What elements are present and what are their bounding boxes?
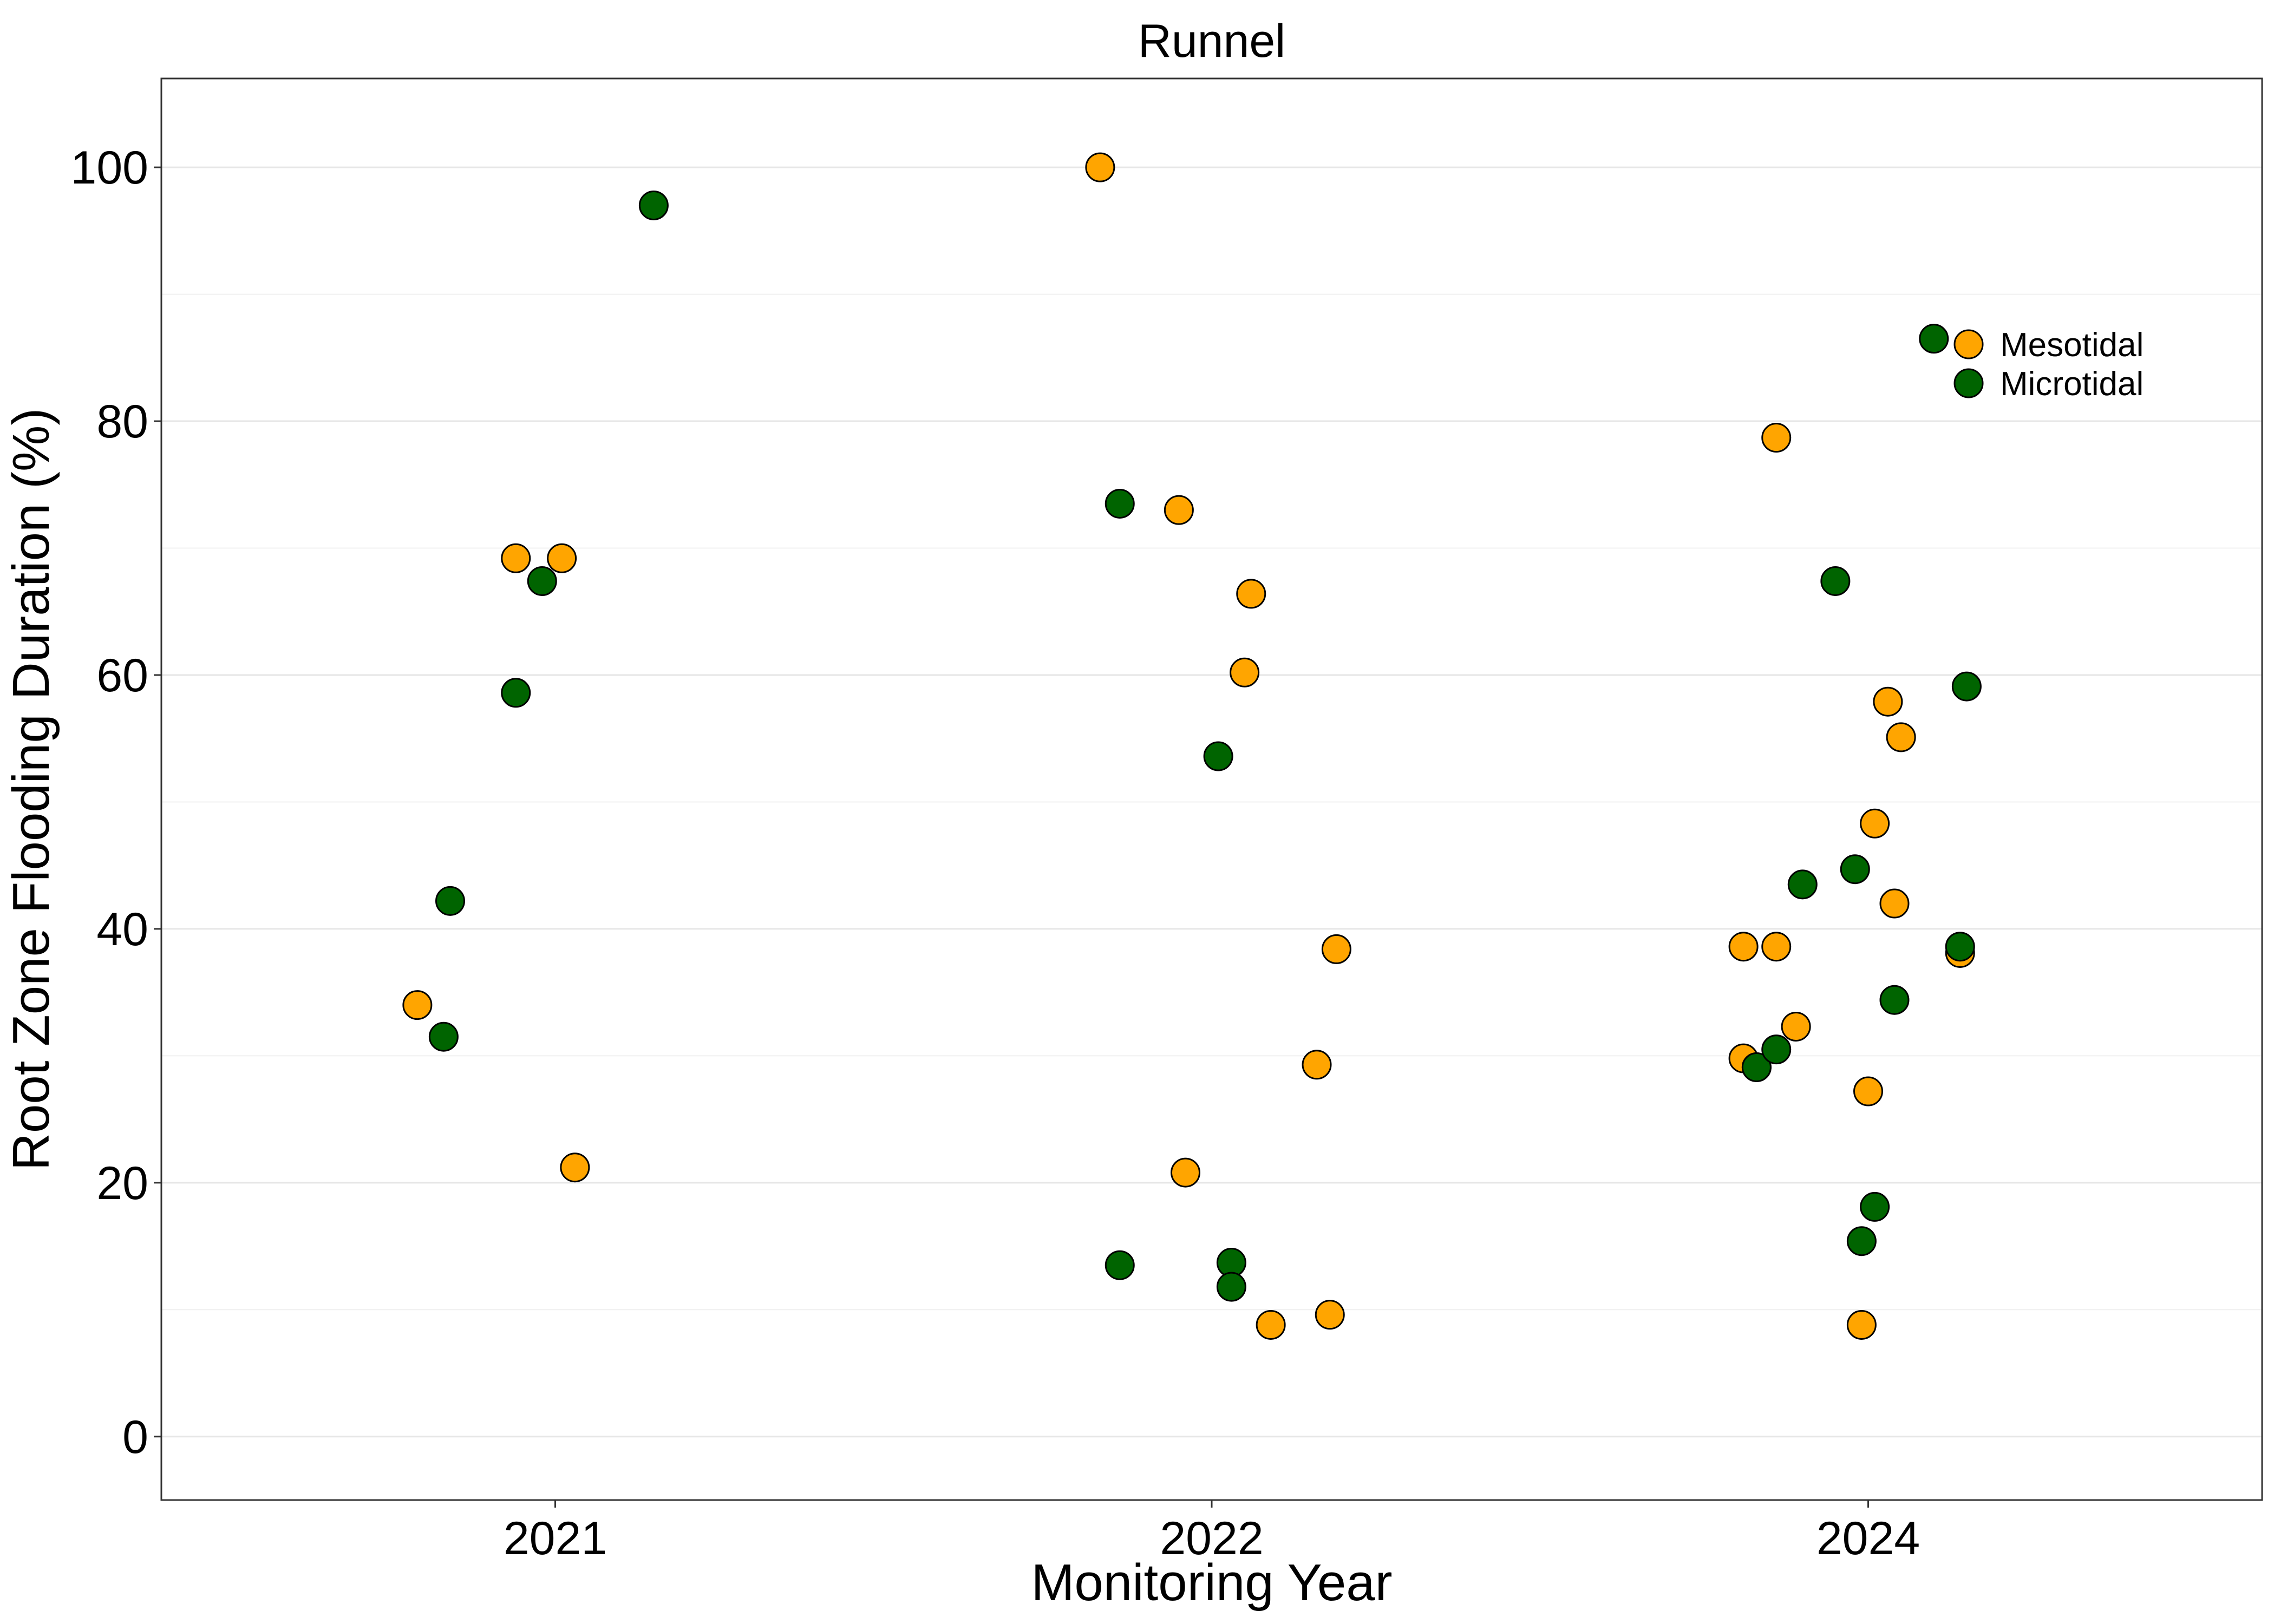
grid bbox=[161, 166, 2262, 1438]
y-tick-label: 100 bbox=[71, 142, 149, 194]
data-point bbox=[1164, 495, 1194, 525]
legend-key bbox=[1953, 368, 1984, 398]
data-point bbox=[1873, 686, 1903, 717]
series-microtidal bbox=[428, 190, 1982, 1302]
series-mesotidal bbox=[402, 152, 1975, 1340]
data-point bbox=[1860, 1191, 1890, 1222]
data-point bbox=[1840, 854, 1870, 885]
x-tick-label: 2024 bbox=[1816, 1512, 1920, 1564]
data-point bbox=[501, 678, 531, 708]
x-tick-label: 2022 bbox=[1160, 1512, 1263, 1564]
data-point bbox=[1860, 808, 1890, 839]
data-point bbox=[1820, 566, 1851, 596]
y-tick-label: 80 bbox=[96, 396, 148, 448]
y-axis-title: Root Zone Flooding Duration (%) bbox=[2, 408, 60, 1171]
data-point bbox=[1105, 1250, 1135, 1280]
data-point bbox=[1853, 1076, 1883, 1106]
data-point bbox=[1879, 985, 1910, 1015]
data-point bbox=[560, 1152, 590, 1183]
y-axis: 0 20 40 60 80 100 bbox=[71, 142, 161, 1463]
data-point bbox=[1321, 934, 1351, 964]
data-point bbox=[428, 1021, 459, 1052]
data-point bbox=[1761, 423, 1792, 453]
data-point bbox=[1085, 152, 1115, 182]
data-point bbox=[435, 886, 465, 916]
data-point bbox=[1216, 1272, 1246, 1302]
data-point bbox=[1203, 741, 1233, 771]
y-tick-label: 40 bbox=[96, 903, 148, 955]
data-point bbox=[1302, 1050, 1332, 1080]
y-tick-label: 20 bbox=[96, 1157, 148, 1209]
data-point bbox=[1879, 888, 1910, 919]
legend-key bbox=[1953, 329, 1984, 359]
data-point bbox=[1171, 1157, 1200, 1188]
data-point bbox=[1315, 1300, 1345, 1330]
y-tick-label: 60 bbox=[96, 650, 148, 702]
data-point bbox=[1945, 932, 1975, 962]
data-point bbox=[1256, 1309, 1286, 1340]
data-point bbox=[402, 990, 433, 1020]
data-point bbox=[527, 566, 557, 596]
data-point bbox=[1951, 671, 1982, 702]
data-point bbox=[1236, 579, 1266, 609]
data-point bbox=[547, 543, 577, 573]
data-point bbox=[1761, 1034, 1792, 1065]
data-point bbox=[501, 543, 531, 573]
data-point bbox=[1728, 932, 1759, 962]
data-point bbox=[1741, 1052, 1772, 1082]
data-point bbox=[638, 190, 669, 220]
x-axis-title: Monitoring Year bbox=[1031, 1554, 1392, 1612]
data-point bbox=[1846, 1309, 1877, 1340]
data-points bbox=[402, 152, 1982, 1340]
data-point bbox=[1230, 657, 1260, 687]
data-point bbox=[1886, 722, 1916, 752]
data-point bbox=[1781, 1011, 1811, 1042]
chart-title: Runnel bbox=[1138, 15, 1286, 67]
legend-label: Mesotidal bbox=[2000, 326, 2144, 364]
data-point bbox=[1105, 488, 1135, 519]
legend-label: Microtidal bbox=[2000, 365, 2144, 403]
data-point bbox=[1761, 932, 1792, 962]
data-point bbox=[1787, 869, 1818, 900]
legend-item-mesotidal: Mesotidal bbox=[1953, 326, 2144, 364]
x-tick-label: 2021 bbox=[504, 1512, 607, 1564]
legend-item-microtidal: Microtidal bbox=[1953, 365, 2144, 403]
data-point bbox=[1919, 324, 1949, 354]
x-axis: 2021 2022 2024 bbox=[504, 1500, 1920, 1564]
y-tick-label: 0 bbox=[122, 1411, 148, 1463]
data-point bbox=[1846, 1226, 1877, 1256]
